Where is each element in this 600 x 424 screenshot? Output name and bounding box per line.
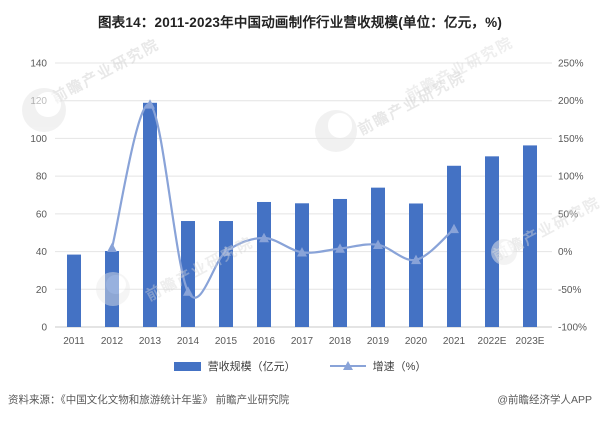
combo-chart-canvas: 0 -100% 20 -50% 40 0% 60 50% 80 100% 100 150% 120 200…	[30, 59, 587, 348]
growth-marker-2019	[373, 239, 383, 249]
right-axis-tick-label: 50%	[558, 209, 578, 220]
legend-label-revenue: 营收规模（亿元）	[207, 361, 296, 373]
left-axis-tick-label: 0	[41, 323, 47, 334]
app-credit-text: @前瞻经济学人APP	[497, 394, 592, 406]
growth-marker-2018	[335, 243, 345, 253]
right-axis-tick-label: 100%	[558, 172, 584, 183]
right-axis-tick-label: 150%	[558, 134, 584, 145]
x-axis-label-2018: 2018	[329, 336, 352, 347]
x-axis-label-2021: 2021	[443, 336, 466, 347]
legend-item-revenue: 营收规模（亿元）	[173, 358, 296, 374]
growth-marker-2020	[411, 254, 421, 265]
chart-title: 图表14：2011-2023年中国动画制作行业营收规模(单位：亿元，%)	[97, 15, 503, 30]
revenue-bar-swatch-icon	[173, 361, 201, 371]
bar-2015	[219, 221, 233, 327]
x-axis-label-2020: 2020	[405, 336, 428, 347]
right-axis-tick-label: 0%	[558, 247, 573, 258]
x-axis-label-2016: 2016	[253, 336, 276, 347]
x-axis-label-2023E: 2023E	[516, 336, 545, 347]
bar-2017	[295, 203, 309, 327]
x-axis-label-2017: 2017	[291, 336, 314, 347]
left-axis-tick-label: 80	[36, 172, 48, 183]
left-axis-tick-label: 60	[36, 209, 48, 220]
x-axis-label-2015: 2015	[215, 336, 238, 347]
left-axis-tick-label: 120	[30, 96, 47, 107]
growth-marker-2016	[259, 232, 269, 243]
bar-2020	[409, 203, 423, 327]
data-source-text: 资料来源：《中国文化文物和旅游统计年鉴》 前瞻产业研究院	[8, 394, 290, 406]
growth-line	[110, 103, 456, 299]
growth-marker-2013	[145, 99, 155, 109]
bar-2014	[181, 221, 195, 327]
growth-marker-2015	[221, 246, 231, 256]
x-axis-label-2014: 2014	[177, 336, 200, 347]
bar-2016	[257, 201, 271, 327]
x-axis-label-2013: 2013	[139, 336, 162, 347]
right-axis-tick-label: -50%	[558, 285, 581, 296]
x-axis-label-2022E: 2022E	[478, 336, 507, 347]
growth-marker-icon	[342, 361, 353, 370]
growth-marker-2017	[297, 247, 307, 257]
x-axis-label-2019: 2019	[367, 336, 390, 347]
legend-item-growth: 增速（%）	[329, 358, 427, 374]
right-axis-tick-label: 200%	[558, 96, 584, 107]
left-axis-tick-label: 40	[36, 247, 48, 258]
left-axis-tick-label: 140	[30, 59, 47, 70]
bar-2021	[447, 165, 461, 327]
right-axis-tick-label: -100%	[558, 323, 587, 334]
growth-marker-2014	[183, 286, 193, 296]
x-axis-label-2012: 2012	[101, 336, 124, 347]
left-axis-tick-label: 20	[36, 285, 48, 296]
bar-2023E	[523, 145, 537, 327]
bar-2022E	[485, 156, 499, 327]
left-axis-tick-label: 100	[30, 134, 47, 145]
bar-2018	[333, 198, 347, 327]
bar-2012	[105, 251, 119, 327]
right-axis-tick-label: 250%	[558, 59, 584, 70]
growth-line-swatch-icon	[329, 361, 366, 370]
growth-marker-2021	[449, 223, 459, 234]
bar-2019	[371, 187, 385, 327]
legend-label-growth: 增速（%）	[372, 361, 427, 373]
chart-legend: 营收规模（亿元） 增速（%）	[0, 358, 600, 374]
bar-2013	[143, 102, 157, 327]
x-axis-label-2011: 2011	[63, 336, 85, 347]
growth-marker-2012	[107, 242, 117, 252]
bar-2011	[67, 254, 81, 327]
